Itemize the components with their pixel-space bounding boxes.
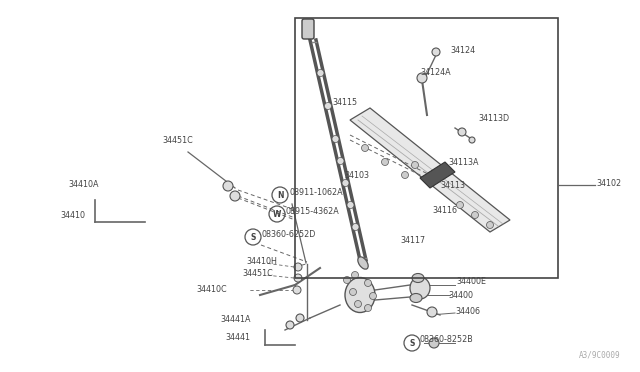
Text: 34410C: 34410C [196, 285, 227, 294]
Circle shape [429, 338, 439, 348]
Circle shape [472, 212, 479, 218]
Circle shape [296, 314, 304, 322]
Text: 34451C: 34451C [162, 135, 193, 144]
Circle shape [381, 158, 388, 166]
FancyBboxPatch shape [302, 19, 314, 39]
Text: 08360-6252D: 08360-6252D [261, 230, 316, 238]
Circle shape [324, 103, 332, 109]
Circle shape [432, 48, 440, 56]
Circle shape [344, 276, 351, 283]
Text: 34441: 34441 [225, 334, 250, 343]
Circle shape [365, 279, 371, 286]
Circle shape [349, 289, 356, 295]
Text: 34115: 34115 [332, 97, 357, 106]
Text: 34410A: 34410A [68, 180, 99, 189]
Text: 34103: 34103 [344, 170, 369, 180]
Polygon shape [350, 108, 510, 232]
Ellipse shape [358, 257, 368, 269]
Text: 34124: 34124 [450, 45, 475, 55]
Text: 34441A: 34441A [220, 315, 250, 324]
Circle shape [365, 305, 371, 311]
Text: 34102: 34102 [596, 179, 621, 187]
Text: A3/9C0009: A3/9C0009 [579, 351, 620, 360]
Text: N: N [276, 190, 284, 199]
Circle shape [352, 224, 359, 231]
Circle shape [362, 144, 369, 151]
Ellipse shape [345, 278, 375, 312]
Text: 34124A: 34124A [420, 67, 451, 77]
Text: 34400: 34400 [448, 291, 473, 299]
Circle shape [486, 221, 493, 228]
Circle shape [337, 157, 344, 164]
Text: 34400E: 34400E [456, 278, 486, 286]
Circle shape [223, 181, 233, 191]
Circle shape [294, 263, 302, 271]
Circle shape [286, 321, 294, 329]
Circle shape [230, 191, 240, 201]
Circle shape [351, 272, 358, 279]
Text: 08915-4362A: 08915-4362A [286, 206, 340, 215]
Ellipse shape [412, 273, 424, 282]
Text: 34113D: 34113D [478, 113, 509, 122]
Text: 34410H: 34410H [246, 257, 277, 266]
Text: 34113A: 34113A [448, 157, 479, 167]
Circle shape [347, 202, 354, 208]
Circle shape [332, 135, 339, 142]
Text: 34117: 34117 [400, 235, 425, 244]
Circle shape [456, 202, 463, 208]
Ellipse shape [410, 294, 422, 302]
Circle shape [293, 286, 301, 294]
Circle shape [355, 301, 362, 308]
Text: 08360-8252B: 08360-8252B [420, 336, 474, 344]
Text: 34451C: 34451C [242, 269, 273, 278]
Ellipse shape [410, 277, 430, 299]
Bar [295, 18, 558, 278]
Text: 34116: 34116 [432, 205, 457, 215]
Text: S: S [410, 339, 415, 347]
Polygon shape [420, 162, 455, 188]
Circle shape [412, 161, 419, 169]
Text: 34113: 34113 [440, 180, 465, 189]
Text: 34410: 34410 [60, 211, 85, 219]
Circle shape [469, 137, 475, 143]
Circle shape [342, 180, 349, 186]
Circle shape [294, 274, 302, 282]
Circle shape [369, 292, 376, 299]
Circle shape [427, 307, 437, 317]
Text: 08911-1062A: 08911-1062A [289, 187, 342, 196]
Text: S: S [250, 232, 256, 241]
Text: W: W [273, 209, 281, 218]
Circle shape [401, 171, 408, 179]
Circle shape [317, 70, 324, 77]
Circle shape [417, 73, 427, 83]
Text: 34406: 34406 [455, 307, 480, 315]
Circle shape [458, 128, 466, 136]
